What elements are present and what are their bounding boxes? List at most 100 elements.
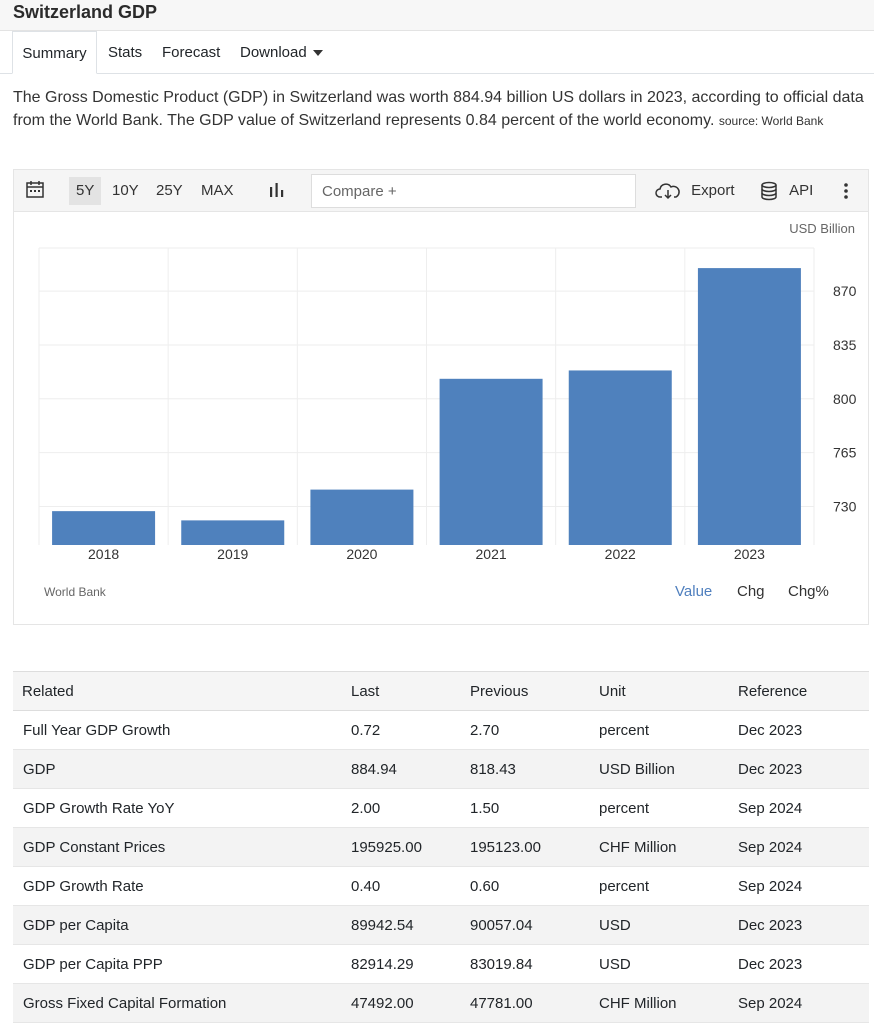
previous-value-cell: 0.60 (470, 866, 599, 906)
related-name-cell[interactable]: Gross Fixed Capital Formation (13, 983, 341, 1023)
last-value-cell: 0.72 (341, 710, 470, 750)
description-text: The Gross Domestic Product (GDP) in Swit… (13, 89, 864, 129)
unit-cell: percent (599, 710, 738, 750)
reference-cell: Dec 2023 (738, 749, 869, 789)
table-row[interactable]: Full Year GDP Growth 0.72 2.70 percent Dec 2… (13, 710, 869, 750)
table-row[interactable]: GDP per Capita PPP 82914.29 83019.84 USD Dec… (13, 944, 869, 984)
table-header-row: Related Last Previous Unit Reference (13, 671, 869, 711)
unit-cell: percent (599, 788, 738, 828)
x-tick-label: 2020 (346, 546, 377, 562)
related-table: Related Last Previous Unit Reference Ful… (13, 671, 869, 1023)
table-row[interactable]: Gross Fixed Capital Formation 47492.00 477… (13, 983, 869, 1023)
previous-value-cell: 83019.84 (470, 944, 599, 984)
x-tick-label: 2021 (476, 546, 507, 562)
table-row[interactable]: GDP 884.94 818.43 USD Billion Dec 2023 (13, 749, 869, 789)
compare-input[interactable] (311, 174, 636, 208)
mode-value[interactable]: Value (675, 583, 713, 600)
chart-card: 5Y 10Y 25Y MAX Export (13, 169, 869, 625)
x-tick-label: 2018 (88, 546, 119, 562)
header-last: Last (341, 671, 470, 711)
previous-value-cell: 818.43 (470, 749, 599, 789)
unit-cell: percent (599, 866, 738, 906)
header-previous: Previous (470, 671, 599, 711)
mode-chg[interactable]: Chg (737, 583, 765, 600)
reference-cell: Sep 2024 (738, 983, 869, 1023)
x-tick-label: 2023 (734, 546, 765, 562)
range-10y[interactable]: 10Y (112, 182, 139, 199)
y-tick-label: 800 (833, 391, 857, 407)
previous-value-cell: 1.50 (470, 788, 599, 828)
mode-chg-pct[interactable]: Chg% (788, 583, 829, 600)
tab-download-label: Download (240, 44, 307, 61)
cloud-download-icon (655, 183, 680, 200)
bar-2018[interactable] (52, 511, 156, 545)
unit-cell: CHF Million (599, 983, 738, 1023)
y-tick-label: 730 (833, 499, 857, 515)
api-label: API (789, 182, 814, 199)
bar-chart-icon[interactable] (268, 181, 286, 209)
last-value-cell: 2.00 (341, 788, 470, 828)
tab-bar: Summary Stats Forecast Download (0, 31, 874, 74)
reference-cell: Sep 2024 (738, 788, 869, 828)
caret-down-icon (312, 50, 323, 57)
related-name-cell[interactable]: GDP (13, 749, 341, 789)
unit-cell: USD Billion (599, 749, 738, 789)
export-button[interactable]: Export (655, 177, 735, 205)
reference-cell: Dec 2023 (738, 944, 869, 984)
unit-cell: USD (599, 905, 738, 945)
previous-value-cell: 2.70 (470, 710, 599, 750)
vertical-ellipsis-icon[interactable] (843, 182, 849, 210)
reference-cell: Sep 2024 (738, 827, 869, 867)
gdp-bar-chart: USD Billion 730 765 800 835 870 2018 2019 2020 20… (38, 221, 857, 562)
bar-2019[interactable] (181, 520, 285, 545)
tab-download[interactable]: Download (240, 31, 323, 74)
bar-2020[interactable] (310, 489, 414, 545)
api-button[interactable]: API (760, 177, 813, 205)
last-value-cell: 195925.00 (341, 827, 470, 867)
table-row[interactable]: GDP per Capita 89942.54 90057.04 USD Dec 202… (13, 905, 869, 945)
table-row[interactable]: GDP Constant Prices 195925.00 195123.00 CHF… (13, 827, 869, 867)
unit-label: USD Billion (789, 221, 855, 236)
tab-forecast[interactable]: Forecast (162, 44, 221, 61)
last-value-cell: 47492.00 (341, 983, 470, 1023)
export-label: Export (691, 182, 735, 199)
bar-2022[interactable] (568, 370, 672, 545)
x-tick-label: 2022 (605, 546, 636, 562)
tab-stats[interactable]: Stats (108, 44, 143, 61)
last-value-cell: 0.40 (341, 866, 470, 906)
unit-cell: CHF Million (599, 827, 738, 867)
chart-toolbar: 5Y 10Y 25Y MAX Export (14, 170, 868, 212)
related-name-cell[interactable]: GDP per Capita (13, 905, 341, 945)
tab-summary[interactable]: Summary (12, 31, 97, 74)
y-tick-label: 765 (833, 445, 857, 461)
reference-cell: Sep 2024 (738, 866, 869, 906)
bar-2023[interactable] (697, 268, 801, 545)
table-row[interactable]: GDP Growth Rate YoY 2.00 1.50 percent Sep 20… (13, 788, 869, 828)
related-name-cell[interactable]: GDP Constant Prices (13, 827, 341, 867)
previous-value-cell: 47781.00 (470, 983, 599, 1023)
bar-2021[interactable] (439, 378, 543, 545)
related-name-cell[interactable]: GDP Growth Rate (13, 866, 341, 906)
reference-cell: Dec 2023 (738, 710, 869, 750)
page-title: Switzerland GDP (13, 2, 158, 22)
table-row[interactable]: GDP Growth Rate 0.40 0.60 percent Sep 2024 (13, 866, 869, 906)
last-value-cell: 89942.54 (341, 905, 470, 945)
range-max[interactable]: MAX (201, 182, 234, 199)
related-name-cell[interactable]: Full Year GDP Growth (13, 710, 341, 750)
previous-value-cell: 90057.04 (470, 905, 599, 945)
range-5y[interactable]: 5Y (69, 177, 102, 205)
related-name-cell[interactable]: GDP Growth Rate YoY (13, 788, 341, 828)
database-icon (761, 181, 777, 201)
related-table-wrap: Related Last Previous Unit Reference Ful… (13, 671, 869, 1023)
related-name-cell[interactable]: GDP per Capita PPP (13, 944, 341, 984)
unit-cell: USD (599, 944, 738, 984)
calendar-icon[interactable] (25, 179, 45, 207)
header-unit: Unit (599, 671, 738, 711)
page-header: Switzerland GDP (0, 0, 874, 31)
y-tick-label: 835 (833, 337, 857, 353)
header-reference: Reference (738, 671, 869, 711)
range-25y[interactable]: 25Y (156, 182, 183, 199)
last-value-cell: 82914.29 (341, 944, 470, 984)
description-source: source: World Bank (718, 114, 824, 128)
chart-source: World Bank (44, 585, 106, 599)
